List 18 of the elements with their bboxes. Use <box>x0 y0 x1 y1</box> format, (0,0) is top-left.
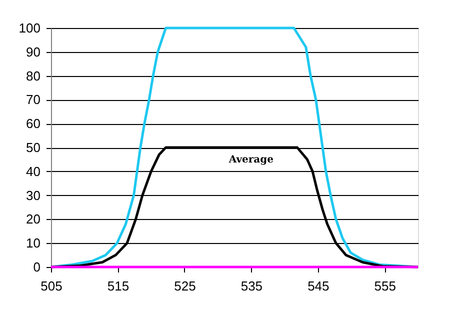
series-label: Average <box>228 154 274 166</box>
x-tick-label: 525 <box>174 278 196 294</box>
y-tick-label: 10 <box>26 236 40 251</box>
y-tick-label: 0 <box>33 260 40 274</box>
y-tick-label: 50 <box>26 140 40 155</box>
y-tick-label: 30 <box>26 188 40 203</box>
y-tick-label: 60 <box>26 116 40 132</box>
x-tick-label: 535 <box>240 278 263 294</box>
y-tick-label: 100 <box>18 20 40 36</box>
x-tick-label: 555 <box>374 278 396 294</box>
y-tick-label: 90 <box>26 44 40 60</box>
x-tick-label: 545 <box>308 278 330 294</box>
y-tick-label: 70 <box>26 92 40 108</box>
x-tick-label: 505 <box>40 278 62 294</box>
y-tick-label: 40 <box>26 164 40 179</box>
x-tick-label: 515 <box>107 278 130 294</box>
y-tick-label: 80 <box>26 68 40 84</box>
y-tick-label: 20 <box>26 212 40 227</box>
